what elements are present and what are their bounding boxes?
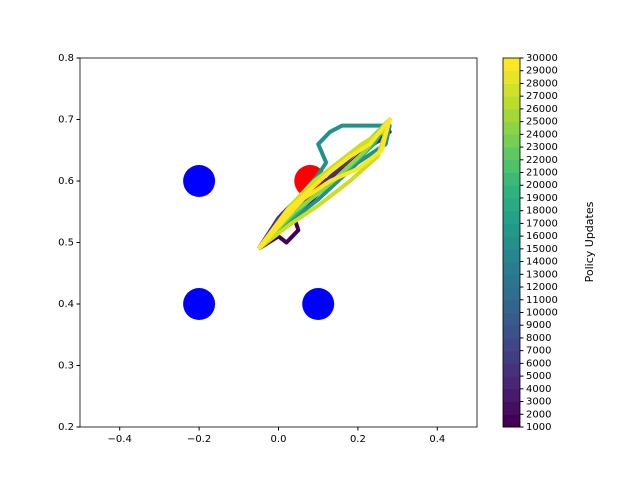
trajectory: [257, 117, 392, 250]
colorbar-tick-label: 7000: [526, 346, 551, 357]
colorbar-band: [503, 337, 520, 352]
colorbar-tick-label: 14000: [526, 257, 558, 268]
colorbar-tick-label: 11000: [526, 295, 558, 306]
colorbar-band: [503, 70, 520, 84]
colorbar-band: [503, 108, 520, 123]
x-tick-label: 0.2: [350, 434, 366, 445]
y-tick-label: 0.3: [58, 361, 74, 372]
colorbar-tick-label: 24000: [526, 129, 558, 140]
colorbar-band: [503, 401, 520, 415]
colorbar-band: [503, 363, 520, 377]
colorbar-tick-label: 30000: [526, 53, 558, 64]
colorbar-tick-label: 1000: [526, 422, 551, 433]
colorbar-band: [503, 185, 520, 199]
colorbar-band: [503, 159, 520, 174]
colorbar-tick-label: 9000: [526, 320, 551, 331]
colorbar-band: [503, 388, 520, 403]
target-point: [183, 288, 216, 320]
colorbar-tick-label: 5000: [526, 371, 551, 382]
colorbar-label: Policy Updates: [583, 201, 596, 282]
target-point: [302, 288, 335, 320]
colorbar-band: [503, 287, 520, 301]
colorbar-tick-label: 20000: [526, 180, 558, 191]
colorbar-band: [503, 172, 520, 186]
x-tick-label: −0.2: [187, 434, 211, 445]
colorbar-tick-label: 29000: [526, 66, 558, 77]
y-tick-label: 0.4: [58, 299, 74, 310]
colorbar-band: [503, 121, 520, 135]
colorbar-frame: [502, 57, 521, 428]
colorbar-band: [503, 414, 520, 428]
y-tick-label: 0.6: [58, 176, 74, 187]
colorbar-band: [503, 96, 520, 110]
colorbar-band: [503, 248, 520, 263]
colorbar-band: [503, 210, 520, 224]
colorbar-tick-label: 23000: [526, 142, 558, 153]
colorbar-tick-label: 3000: [526, 397, 551, 408]
colorbar-tick-label: 6000: [526, 358, 551, 369]
colorbar-band: [503, 134, 520, 148]
y-tick-label: 0.8: [58, 53, 74, 64]
colorbar-tick-label: 18000: [526, 206, 558, 217]
colorbar-band: [503, 350, 520, 364]
x-tick-label: 0.4: [429, 434, 445, 445]
y-tick-label: 0.7: [58, 115, 74, 126]
colorbar-tick-label: 13000: [526, 269, 558, 280]
colorbar-tick-label: 12000: [526, 282, 558, 293]
colorbar-tick-label: 17000: [526, 218, 558, 229]
colorbar-tick-label: 16000: [526, 231, 558, 242]
colorbar-tick-label: 27000: [526, 91, 558, 102]
colorbar-band: [503, 325, 520, 339]
colorbar-band: [503, 83, 520, 97]
colorbar-tick-label: 8000: [526, 333, 551, 344]
colorbar-band: [503, 261, 520, 275]
colorbar-tick-label: 15000: [526, 244, 558, 255]
y-tick-label: 0.2: [58, 422, 74, 433]
colorbar-tick-label: 10000: [526, 307, 558, 318]
colorbar-band: [503, 299, 520, 313]
colorbar-band: [503, 274, 520, 288]
y-tick-label: 0.5: [58, 238, 74, 249]
target-point: [183, 165, 216, 197]
colorbar-band: [503, 223, 520, 237]
x-tick-label: 0.0: [271, 434, 287, 445]
colorbar-tick-label: 21000: [526, 168, 558, 179]
colorbar-tick-label: 22000: [526, 155, 558, 166]
colorbar-tick-label: 2000: [526, 409, 551, 420]
colorbar-tick-label: 25000: [526, 117, 558, 128]
colorbar-band: [503, 312, 520, 326]
x-tick-label: −0.4: [108, 434, 132, 445]
colorbar-band: [503, 236, 520, 250]
colorbar-band: [503, 376, 520, 390]
colorbar-band: [503, 58, 520, 72]
colorbar-tick-label: 4000: [526, 384, 551, 395]
colorbar-tick-label: 26000: [526, 104, 558, 115]
colorbar-tick-label: 28000: [526, 78, 558, 89]
colorbar-band: [503, 147, 520, 161]
colorbar-tick-label: 19000: [526, 193, 558, 204]
colorbar-band: [503, 197, 520, 212]
